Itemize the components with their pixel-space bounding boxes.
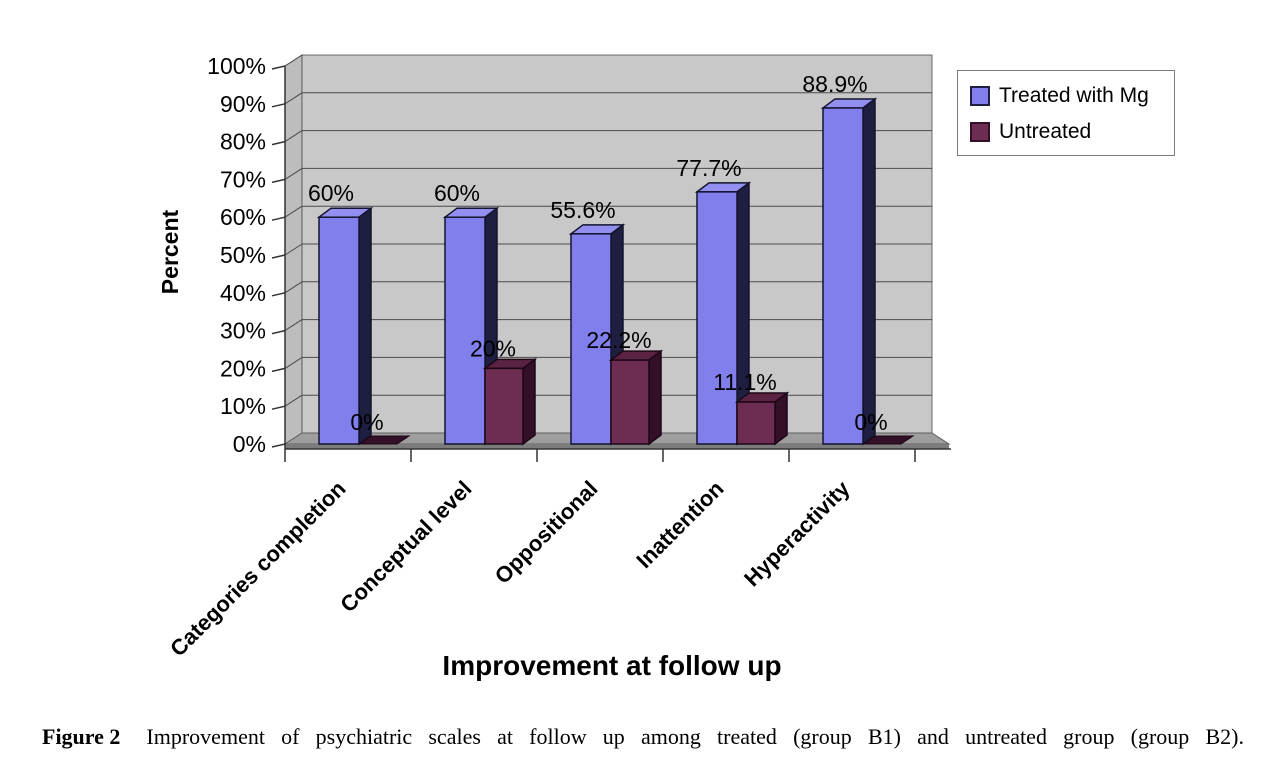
y-tick [271, 103, 286, 108]
y-tick-label: 10% [220, 393, 266, 419]
x-axis-title: Improvement at follow up [442, 650, 782, 681]
data-label-untreated: 11.1% [713, 369, 777, 395]
chart-legend: Treated with Mg Untreated [957, 70, 1175, 156]
y-tick [271, 367, 286, 373]
legend-swatch-untreated-icon [970, 122, 990, 142]
y-tick [271, 65, 286, 70]
legend-label-treated: Treated with Mg [999, 84, 1149, 107]
category-label: Conceptual level [335, 476, 476, 617]
bar-front [570, 233, 612, 445]
y-tick [271, 329, 286, 335]
data-label-untreated: 20% [470, 335, 516, 361]
bar-front [610, 359, 650, 445]
data-label-treated: 77.7% [676, 155, 741, 181]
bar-chart-3d: 0% 10% 20% 30% 40% 50% 60% 70% 80% 90% 100% Categor… [165, 53, 951, 661]
y-tick-label: 80% [220, 129, 266, 155]
y-tick [271, 292, 286, 297]
bar-zero-marker [357, 435, 411, 445]
side-wall-gridline [284, 394, 303, 407]
y-tick [271, 254, 286, 259]
data-label-treated: 60% [308, 180, 354, 206]
bar-front [696, 191, 738, 445]
figure-caption: Figure 2 Improvement of psychiatric scal… [42, 724, 1244, 750]
y-tick [271, 140, 286, 146]
bar-front [822, 107, 864, 445]
bar-side [774, 391, 788, 446]
bar-front [444, 216, 486, 445]
side-wall-gridline [284, 167, 303, 180]
side-wall-gridline [284, 130, 303, 143]
category-label: Hyperactivity [739, 475, 855, 591]
y-tick-label: 20% [220, 355, 266, 381]
data-label-untreated: 0% [350, 409, 383, 435]
bar-zero-marker [861, 435, 915, 445]
category-label: Inattention [631, 476, 728, 573]
category-label: Oppositional [490, 476, 603, 589]
side-wall-gridline [284, 319, 303, 332]
y-tick [271, 178, 286, 184]
figure-number: Figure 2 [42, 724, 121, 749]
bar-side [862, 97, 876, 446]
y-tick-label: 60% [220, 204, 266, 230]
side-wall-gridline [284, 356, 303, 369]
data-label-treated: 60% [434, 180, 480, 206]
y-tick-label: 100% [207, 53, 266, 79]
bar-front [318, 216, 360, 445]
bar-front [484, 367, 524, 445]
y-tick-label: 90% [220, 91, 266, 117]
legend-item-treated: Treated with Mg [970, 82, 1162, 110]
category-label: Categories completion [165, 476, 350, 661]
data-label-untreated: 0% [854, 409, 887, 435]
side-wall-gridline [284, 281, 303, 294]
data-label-treated: 55.6% [550, 197, 615, 223]
legend-swatch-treated-icon [970, 86, 990, 106]
bar-side [648, 349, 662, 446]
side-wall-gridline [284, 243, 303, 256]
y-axis-title: Percent [157, 209, 183, 295]
data-label-treated: 88.9% [802, 71, 867, 97]
legend-item-untreated: Untreated [970, 118, 1162, 146]
y-tick-label: 30% [220, 318, 266, 344]
y-tick [271, 405, 286, 410]
side-wall-gridline [284, 92, 303, 105]
legend-label-untreated: Untreated [999, 120, 1092, 143]
side-wall-gridline [284, 54, 303, 67]
y-tick-label: 70% [220, 166, 266, 192]
y-tick [271, 216, 286, 221]
side-wall-gridline [284, 205, 303, 218]
bar-front [736, 401, 776, 445]
bar-side [522, 357, 536, 446]
floor-front-edge [285, 444, 949, 449]
y-tick-label: 0% [233, 431, 266, 457]
y-tick-label: 50% [220, 242, 266, 268]
data-label-untreated: 22.2% [586, 327, 651, 353]
y-tick-label: 40% [220, 280, 266, 306]
figure-caption-text: Improvement of psychiatric scales at fol… [146, 724, 1244, 749]
y-tick [271, 443, 286, 448]
